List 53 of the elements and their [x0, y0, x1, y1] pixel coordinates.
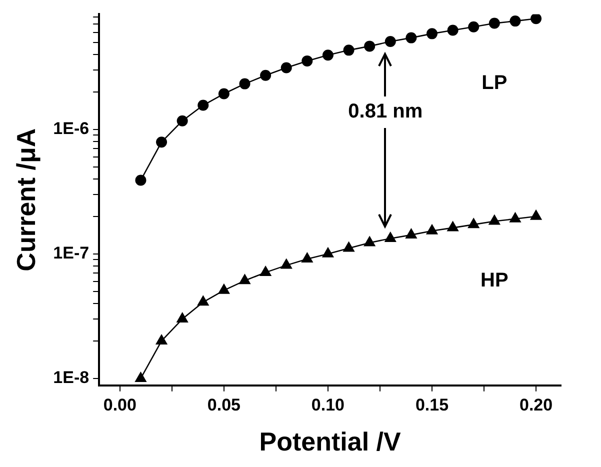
point — [135, 174, 146, 186]
point — [530, 209, 542, 220]
text: HP — [480, 270, 508, 292]
point — [384, 231, 396, 242]
text: LP — [482, 72, 508, 94]
point — [176, 115, 188, 126]
x-tick-label: 0.15 — [415, 395, 449, 414]
point — [447, 24, 458, 36]
point — [280, 62, 292, 74]
y-tick-label: 1E-8 — [53, 368, 90, 388]
point — [384, 36, 396, 48]
point — [468, 21, 480, 32]
x-tick-label: 0.10 — [311, 395, 345, 414]
y-tick-label: 1E-6 — [53, 119, 90, 138]
point — [259, 265, 272, 276]
point — [218, 283, 230, 294]
point — [488, 214, 500, 225]
x-tick-label: 0.05 — [207, 395, 240, 414]
point — [301, 252, 314, 263]
point — [302, 55, 313, 66]
point — [280, 258, 292, 269]
x-tick-label: 0.20 — [519, 395, 553, 414]
point — [198, 100, 209, 111]
point — [488, 18, 500, 29]
point — [509, 212, 522, 222]
point — [468, 218, 480, 228]
point — [239, 78, 250, 90]
point — [176, 312, 188, 323]
point — [426, 224, 438, 234]
point — [426, 28, 438, 40]
x-axis-title: Potential /V — [259, 426, 402, 457]
x-tick-label: 0.00 — [103, 395, 136, 414]
point — [238, 274, 251, 284]
point — [342, 241, 355, 252]
annotation: 0.81 nm — [348, 100, 423, 123]
point — [155, 334, 168, 344]
point — [364, 236, 376, 246]
y-axis-title: Current /μA — [10, 128, 41, 272]
point — [406, 32, 417, 44]
point — [510, 16, 521, 27]
y-tick-label: 1E-7 — [53, 244, 90, 263]
point — [134, 371, 147, 382]
point — [197, 295, 210, 306]
point — [322, 50, 334, 61]
point — [530, 14, 542, 24]
point — [343, 44, 354, 56]
point — [322, 246, 334, 258]
point — [156, 136, 168, 148]
point — [446, 220, 459, 232]
point — [218, 88, 230, 100]
point — [405, 228, 418, 238]
point — [364, 40, 376, 52]
point — [260, 70, 272, 81]
